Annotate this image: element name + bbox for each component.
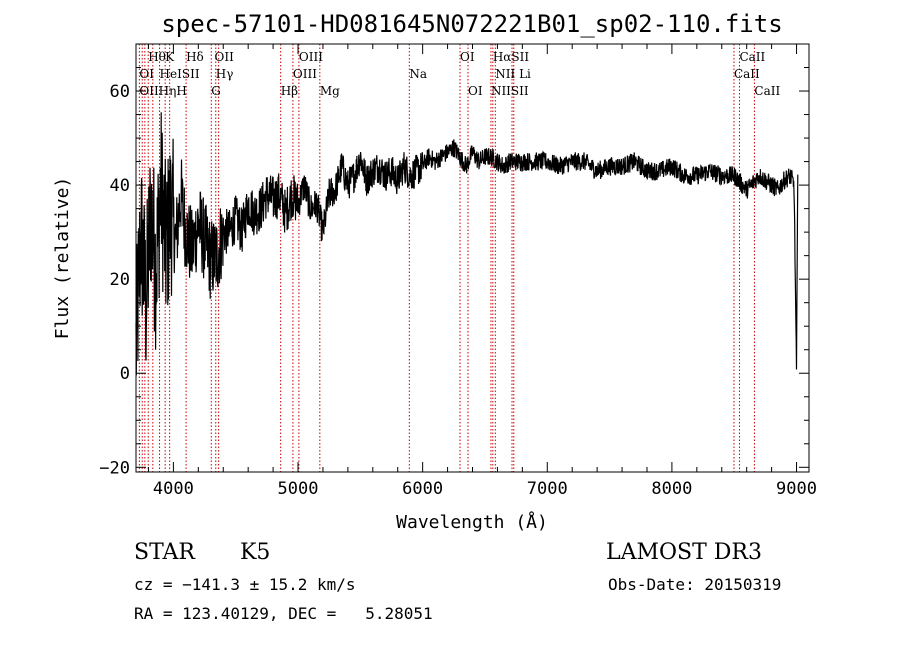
line-label: OIII [293,67,317,81]
line-label: NII Li [495,67,531,81]
line-label: K [165,50,175,64]
x-tick-label: 9000 [776,479,817,499]
object-type: STAR [134,540,195,565]
y-axis-label: Flux (relative) [52,177,73,340]
line-label: HαSII [493,50,530,64]
line-label: OI [468,84,483,98]
x-tick-label: 7000 [527,479,568,499]
line-label: OIII [299,50,323,64]
y-tick-label: 40 [110,176,130,196]
line-label: OI [139,67,154,81]
redshift-readout: cz = −141.3 ± 15.2 km/s [134,575,356,594]
spectrum-line [135,112,799,376]
chart-title: spec-57101-HD081645N072221B01_sp02-110.f… [161,10,782,38]
line-label: OII [215,50,235,64]
line-label: OIIHηH [139,84,186,98]
line-label: Hβ [281,84,298,98]
line-label: OI [460,50,475,64]
axis-ticks: 4000 5000 6000 7000 8000 9000 −20 0 20 40 60 [99,43,817,499]
line-label: Hθ [148,50,166,64]
x-tick-label: 6000 [402,479,443,499]
spectral-line-markers [138,44,755,472]
x-tick-label: 4000 [153,479,194,499]
line-label: HeISII [160,67,200,81]
line-label: Hγ [216,67,234,81]
line-label: Na [409,67,427,81]
y-tick-label: 60 [110,82,130,102]
line-label: CaII [754,84,780,98]
x-tick-label: 8000 [651,479,692,499]
line-label: CaII [734,67,760,81]
coordinates-readout: RA = 123.40129, DEC = 5.28051 [134,604,433,623]
spectral-subclass: K5 [240,540,271,565]
line-label: Hδ [186,50,204,64]
x-axis-label: Wavelength (Å) [396,511,548,533]
survey-name: LAMOST DR3 [606,540,762,565]
y-tick-label: −20 [99,458,130,478]
observation-date: Obs-Date: 20150319 [608,575,782,594]
line-label: NIISII [491,84,529,98]
plot-frame [135,43,810,473]
y-tick-label: 0 [120,364,130,384]
x-tick-label: 5000 [278,479,319,499]
line-label: G [211,84,221,98]
y-tick-label: 20 [110,270,130,290]
line-label: CaII [739,50,765,64]
line-label: Mg [320,84,340,98]
spectral-line-labels: Hθ K Hδ OII OIII OI HαSII CaII OI HeISII Hγ OIII Na N… [139,50,780,98]
